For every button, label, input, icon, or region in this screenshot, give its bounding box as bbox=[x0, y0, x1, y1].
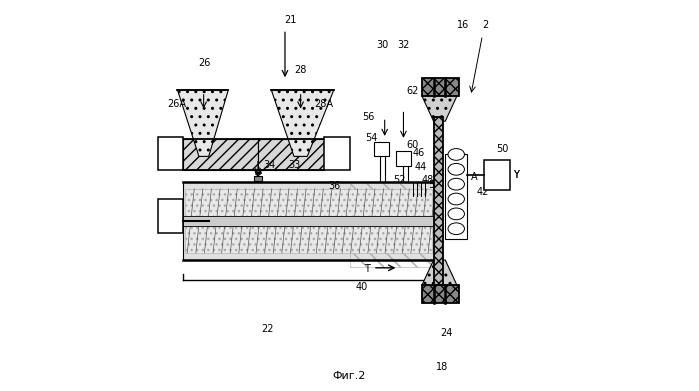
Text: 42: 42 bbox=[477, 187, 489, 197]
Text: 34: 34 bbox=[263, 160, 275, 170]
Text: 46: 46 bbox=[413, 148, 425, 158]
Bar bbox=[374, 142, 389, 156]
Text: Y: Y bbox=[513, 170, 519, 180]
Bar bbox=[185, 189, 431, 253]
Text: 30: 30 bbox=[376, 40, 388, 50]
Text: 58: 58 bbox=[428, 179, 441, 190]
Text: 40: 40 bbox=[355, 282, 368, 292]
Text: 50: 50 bbox=[496, 143, 509, 154]
Bar bbox=[433, 117, 443, 285]
Text: 22: 22 bbox=[261, 324, 273, 334]
Bar bbox=[484, 160, 510, 190]
Text: M: M bbox=[332, 149, 342, 159]
Text: 21: 21 bbox=[284, 14, 297, 25]
Bar bbox=[183, 182, 433, 260]
Text: 28A: 28A bbox=[315, 99, 333, 109]
Bar bbox=[421, 78, 459, 96]
Ellipse shape bbox=[448, 193, 464, 205]
Bar bbox=[324, 137, 350, 170]
Text: 26: 26 bbox=[199, 57, 211, 68]
Text: M: M bbox=[166, 149, 175, 159]
Text: 2: 2 bbox=[482, 20, 489, 30]
Text: 62: 62 bbox=[407, 86, 419, 96]
Text: M: M bbox=[166, 211, 175, 221]
Text: A: A bbox=[470, 172, 477, 182]
Polygon shape bbox=[178, 90, 229, 156]
Text: 33: 33 bbox=[288, 160, 300, 170]
Bar bbox=[421, 285, 459, 303]
Text: 48: 48 bbox=[421, 175, 434, 185]
Ellipse shape bbox=[448, 149, 464, 160]
Bar bbox=[158, 137, 183, 170]
Text: 28: 28 bbox=[294, 65, 307, 75]
Text: 24: 24 bbox=[440, 328, 453, 338]
Bar bbox=[254, 176, 262, 181]
Ellipse shape bbox=[448, 208, 464, 220]
Bar bbox=[258, 139, 324, 170]
Bar bbox=[158, 199, 183, 233]
Text: 44: 44 bbox=[415, 162, 427, 172]
Text: 26A: 26A bbox=[168, 99, 187, 109]
Text: T: T bbox=[364, 264, 370, 274]
Bar bbox=[445, 154, 467, 239]
Text: Y: Y bbox=[513, 170, 519, 180]
Polygon shape bbox=[271, 90, 334, 156]
Text: 16: 16 bbox=[456, 20, 469, 30]
Polygon shape bbox=[421, 260, 457, 285]
Text: 56: 56 bbox=[361, 112, 374, 122]
Text: 32: 32 bbox=[397, 40, 409, 50]
Text: 36: 36 bbox=[329, 181, 341, 191]
Text: 54: 54 bbox=[365, 133, 377, 143]
Text: 60: 60 bbox=[407, 140, 419, 151]
Text: 52: 52 bbox=[394, 175, 406, 185]
Ellipse shape bbox=[448, 163, 464, 175]
Text: A: A bbox=[452, 172, 459, 182]
Bar bbox=[396, 151, 411, 166]
Bar bbox=[183, 139, 258, 170]
Ellipse shape bbox=[448, 178, 464, 190]
Bar bbox=[183, 216, 433, 226]
Text: 18: 18 bbox=[436, 362, 449, 372]
Polygon shape bbox=[421, 96, 457, 121]
Text: Y: Y bbox=[175, 224, 181, 233]
Bar bbox=[350, 182, 433, 267]
Ellipse shape bbox=[448, 223, 464, 235]
Text: Y: Y bbox=[175, 223, 180, 232]
Text: M: M bbox=[492, 170, 502, 180]
Text: Фиг.2: Фиг.2 bbox=[333, 371, 366, 381]
